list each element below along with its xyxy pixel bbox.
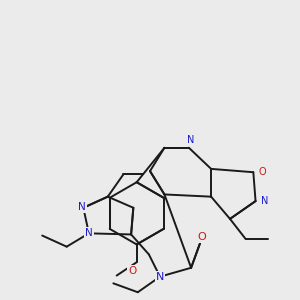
Text: O: O xyxy=(258,167,266,177)
Text: N: N xyxy=(78,202,86,212)
Text: N: N xyxy=(261,196,268,206)
Text: O: O xyxy=(198,232,207,242)
Text: N: N xyxy=(156,272,164,282)
Text: O: O xyxy=(128,266,136,276)
Text: N: N xyxy=(188,135,195,145)
Text: N: N xyxy=(85,228,93,238)
